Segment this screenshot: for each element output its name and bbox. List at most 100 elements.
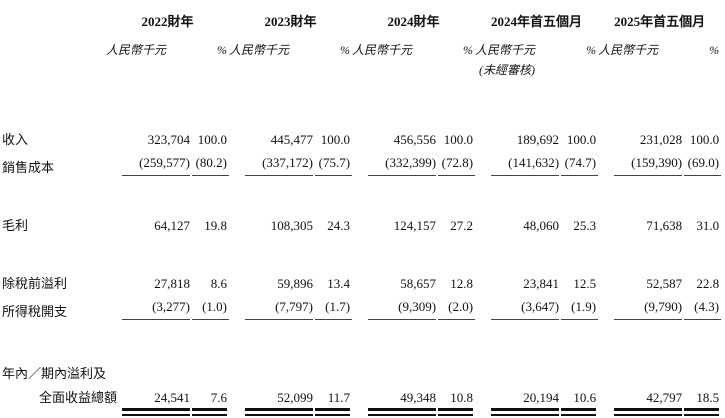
double-rule <box>438 408 474 416</box>
cell-value: 71,638 <box>646 218 683 233</box>
cell-value: 8.6 <box>210 276 228 291</box>
value-cell <box>598 358 682 382</box>
pct-cell <box>559 358 598 382</box>
col-percent-header: % <box>709 43 720 57</box>
cell-value: (7,797) <box>245 299 314 320</box>
double-rule <box>315 408 351 416</box>
pct-cell: 10.8 <box>436 382 475 406</box>
cell-value: 10.8 <box>450 390 474 405</box>
pct-cell: 12.8 <box>436 266 475 292</box>
double-rule-cell <box>598 406 683 418</box>
cell-value: (2.0) <box>438 299 476 320</box>
cell-value: 58,657 <box>400 276 437 291</box>
pct-cell: (2.0) <box>436 292 476 320</box>
col-unit-header: 人民幣千元 <box>475 43 536 57</box>
header-unit-row: 人民幣千元% 人民幣千元% 人民幣千元% 人民幣千元% 人民幣千元% <box>2 30 721 58</box>
value-cell: 20,194 <box>475 382 559 406</box>
row-label: 毛利 <box>2 218 29 233</box>
note-filler-cell <box>559 58 598 82</box>
note-filler-cell <box>190 58 229 82</box>
pct-cell <box>436 358 475 382</box>
pct-cell: 13.4 <box>313 266 352 292</box>
table-row: 全面收益總額 24,541 7.6 52,099 11.7 49,348 10.8 20,19… <box>2 382 721 406</box>
cell-value: 27,818 <box>154 276 190 291</box>
cell-value: (80.2) <box>192 155 230 176</box>
cell-value: 12.8 <box>450 276 474 291</box>
col-unit-header: 人民幣千元 <box>352 43 413 57</box>
pct-cell: 12.5 <box>559 266 598 292</box>
pct-cell: 100.0 <box>559 122 598 148</box>
cell-value: 48,060 <box>523 218 560 233</box>
value-cell: (9,309) <box>352 292 437 320</box>
col-year-header: 2022財年 <box>141 14 194 29</box>
pct-cell <box>190 358 229 382</box>
double-rule-cell <box>190 406 229 418</box>
double-rule-cell <box>559 406 598 418</box>
value-cell: (3,647) <box>475 292 560 320</box>
pct-cell: 8.6 <box>190 266 229 292</box>
financial-summary-table: 2022財年 2023財年 2024財年 2024年首五個月 2025年首五個月 人民幣千… <box>2 6 722 418</box>
cell-value: 456,556 <box>393 132 437 147</box>
value-cell: 27,818 <box>106 266 190 292</box>
value-cell: 445,477 <box>229 122 313 148</box>
cell-value: 19.8 <box>204 218 228 233</box>
row-label: 年內／期內溢利及 <box>2 366 107 381</box>
unaudited-note: (未經審核) <box>479 63 536 77</box>
cell-value: (332,399) <box>368 155 437 176</box>
double-rule-cell <box>313 406 352 418</box>
cell-value: (9,309) <box>368 299 437 320</box>
cell-value: 10.6 <box>573 390 597 405</box>
cell-value: (72.8) <box>438 155 476 176</box>
cell-value: 323,704 <box>147 132 190 147</box>
cell-value: 18.5 <box>696 390 720 405</box>
cell-value: (69.0) <box>684 155 722 176</box>
row-label: 全面收益總額 <box>39 390 118 405</box>
cell-value: 59,896 <box>277 276 314 291</box>
corner-cell <box>2 6 106 30</box>
col-percent-header: % <box>340 43 351 57</box>
value-cell: (3,277) <box>106 292 190 320</box>
table-row: 收入 323,704 100.0 445,477 100.0 456,556 100.0 18… <box>2 122 721 148</box>
double-rule-cell <box>229 406 314 418</box>
value-cell: (159,390) <box>598 148 683 176</box>
pct-cell: 100.0 <box>190 122 229 148</box>
pct-cell <box>313 358 352 382</box>
cell-value: (337,172) <box>245 155 314 176</box>
value-cell: 58,657 <box>352 266 436 292</box>
table-row: 所得稅開支 (3,277) (1.0) (7,797) (1.7) (9,309) (2.0… <box>2 292 722 320</box>
cell-value: 100.0 <box>689 132 720 147</box>
table-row: 除稅前溢利 27,818 8.6 59,896 13.4 58,657 12.8 23,841… <box>2 266 721 292</box>
cell-value: 52,587 <box>646 276 683 291</box>
row-label: 收入 <box>2 132 29 147</box>
cell-value: 189,692 <box>516 132 560 147</box>
pct-cell: 19.8 <box>190 208 229 234</box>
value-cell: 52,099 <box>229 382 313 406</box>
value-cell <box>352 358 436 382</box>
pct-cell: (4.3) <box>682 292 722 320</box>
pct-cell: 27.2 <box>436 208 475 234</box>
spacer-cell <box>2 176 721 208</box>
pct-cell: (75.7) <box>313 148 353 176</box>
value-cell: (7,797) <box>229 292 314 320</box>
col-unit-header: 人民幣千元 <box>229 43 290 57</box>
pct-cell: 100.0 <box>682 122 721 148</box>
col-year-header: 2024年首五個月 <box>491 14 583 29</box>
value-cell: 48,060 <box>475 208 559 234</box>
double-rule <box>684 408 720 416</box>
double-rule-cell <box>436 406 475 418</box>
value-cell: 49,348 <box>352 382 436 406</box>
cell-value: 23,841 <box>523 276 560 291</box>
cell-value: (9,790) <box>614 299 683 320</box>
header-note-row: (未經審核) <box>2 58 721 82</box>
pct-cell: (1.0) <box>190 292 230 320</box>
double-rule <box>122 408 190 416</box>
cell-value: 42,797 <box>646 390 683 405</box>
col-year-header: 2025年首五個月 <box>614 14 706 29</box>
spacer-cell <box>2 82 721 122</box>
table-row: 年內／期內溢利及 <box>2 358 721 382</box>
cell-value: 25.3 <box>573 218 597 233</box>
value-cell: 189,692 <box>475 122 559 148</box>
spacer-cell <box>2 234 721 266</box>
double-rule <box>192 408 228 416</box>
